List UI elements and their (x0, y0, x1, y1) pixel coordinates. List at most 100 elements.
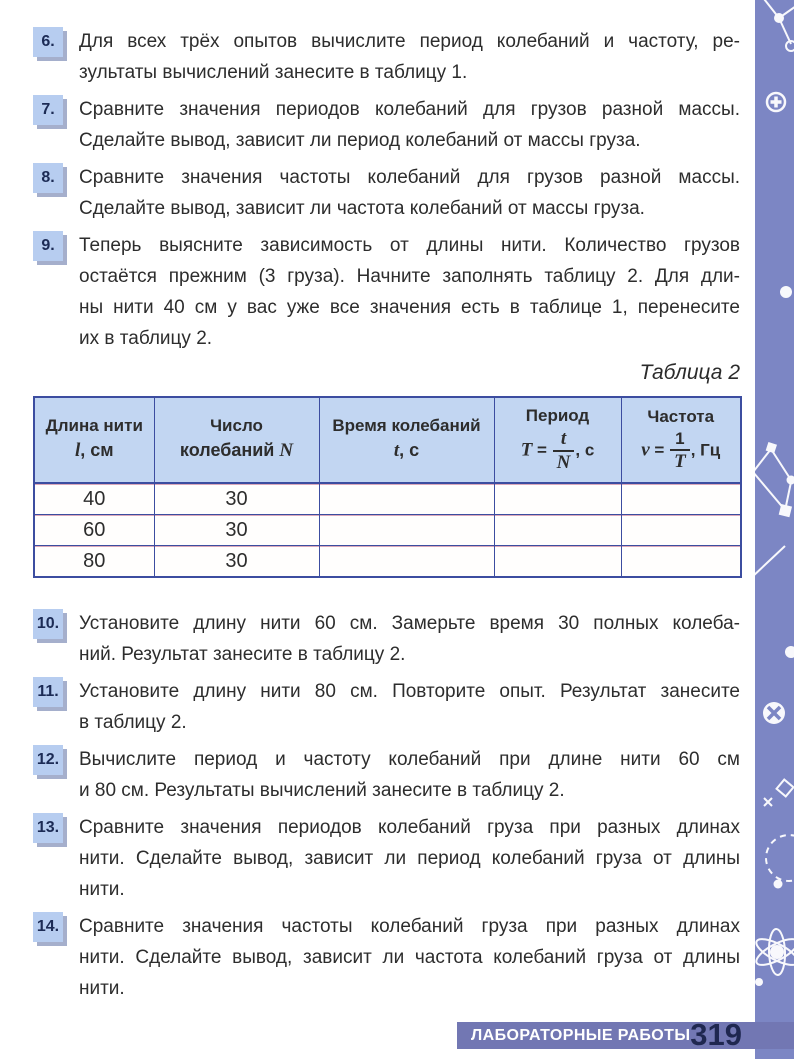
dashed-orbit-icon (765, 834, 794, 889)
table-cell: 30 (153, 513, 320, 546)
table-cell (318, 544, 495, 577)
item-text-line: их в таблицу 2. (79, 328, 213, 349)
item-text: Установите длину нити 60 см. Замерьте вр… (79, 608, 740, 670)
item-text-line: нити. Сделайте вывод, зависит ли период … (79, 847, 740, 869)
item-number-badge: 7. (33, 95, 63, 125)
item-text-line: Установите длину нити 80 см. Повторите о… (79, 680, 740, 702)
page-number: 319 (690, 1017, 742, 1052)
item-text-line: ны нити 40 см у вас уже все значения ест… (79, 297, 740, 318)
table-cell: 30 (153, 482, 320, 515)
col-header-oscillation-time: Время колебаний t, с (318, 396, 495, 484)
table-header-row: Длина нити l, см Число колебаний N Время… (33, 396, 742, 484)
instruction-item: 7. Сравните значения периодов колебаний д… (33, 94, 740, 156)
table-cell: 40 (33, 482, 155, 515)
table-cell (493, 513, 622, 546)
item-text-line: Сравните значения частоты колебаний для … (79, 167, 740, 188)
col-header-thread-length: Длина нити l, см (33, 396, 155, 484)
dot-icon (785, 646, 794, 658)
molecule-network-icon (755, 441, 794, 576)
molecule-icon (763, 0, 794, 52)
item-text: Сравните значения частоты колебаний для … (79, 162, 740, 224)
col-subtitle: колебаний N (179, 440, 294, 462)
instruction-item: 6. Для всех трёх опытов вычислите период … (33, 26, 740, 88)
item-number-badge: 6. (33, 27, 63, 57)
table-cell: 60 (33, 513, 155, 546)
item-text-line: нити. (79, 977, 125, 999)
sidebar-art (755, 0, 794, 986)
cross-circle-icon (763, 702, 785, 724)
col-title: Длина нити (45, 416, 143, 436)
item-text-line: Сравните значения периодов колебаний для… (79, 99, 740, 120)
col-header-oscillation-count: Число колебаний N (153, 396, 320, 484)
table-row: 80 30 (33, 544, 742, 577)
item-text-line: нити. (79, 878, 125, 900)
instruction-item: 9. Теперь выясните зависимость от длины н… (33, 230, 740, 354)
table-cell: 30 (153, 544, 320, 577)
item-number-badge: 11. (33, 676, 63, 707)
table-cell (318, 482, 495, 515)
table-2-wrap: Длина нити l, см Число колебаний N Время… (33, 396, 742, 578)
instruction-list-top: 6. Для всех трёх опытов вычислите период … (33, 26, 740, 354)
table-2: Длина нити l, см Число колебаний N Время… (33, 396, 742, 578)
atom-icon (755, 928, 794, 986)
instruction-item: 10. Установите длину нити 60 см. Замерьте… (33, 608, 740, 670)
instruction-item: 8. Сравните значения частоты колебаний дл… (33, 162, 740, 224)
item-text-line: Сравните значения частоты колебаний груз… (79, 915, 740, 937)
item-number-badge: 12. (33, 744, 63, 775)
instruction-list-bottom: 10. Установите длину нити 60 см. Замерьте… (33, 608, 740, 1004)
item-number-badge: 8. (33, 163, 63, 193)
col-title: Число (210, 416, 263, 436)
item-text-line: Сделайте вывод, зависит ли период колеба… (79, 130, 641, 151)
item-text: Вычислите период и частоту колебаний при… (79, 744, 740, 806)
col-subtitle: t, с (393, 440, 420, 462)
table-cell (493, 544, 622, 577)
item-text-line: Для всех трёх опытов вычислите период ко… (79, 31, 740, 52)
col-title: Период (525, 406, 590, 425)
item-text-line: Вычислите период и частоту колебаний при… (79, 748, 740, 770)
item-text-line: Установите длину нити 60 см. Замерьте вр… (79, 612, 740, 634)
col-title: Время колебаний (332, 416, 481, 436)
page-content: 6. Для всех трёх опытов вычислите период … (33, 26, 742, 1010)
item-text-line: остаётся прежним (3 груза). Начните запо… (79, 266, 740, 287)
table-caption: Таблица 2 (639, 361, 740, 384)
sidebar-decoration (755, 0, 794, 1059)
instruction-item: 12. Вычислите период и частоту колебаний … (33, 744, 740, 806)
item-text-line: зультаты вычислений занесите в таблицу 1… (79, 62, 468, 83)
table-row: 40 30 (33, 482, 742, 515)
table-cell (318, 513, 495, 546)
table-cell (493, 482, 622, 515)
col-subtitle: l, см (74, 440, 114, 462)
item-text-line: нити. Сделайте вывод, зависит ли частота… (79, 946, 740, 968)
diamond-x-icon (763, 778, 794, 807)
item-text-line: Сравните значения периодов колебаний гру… (79, 816, 740, 838)
table-cell: 80 (33, 544, 155, 577)
table-cell (620, 513, 742, 546)
table-row: 60 30 (33, 513, 742, 546)
table-cell (620, 482, 742, 515)
item-number-badge: 10. (33, 608, 63, 639)
item-text-line: Сделайте вывод, зависит ли частота колеб… (79, 198, 645, 219)
item-text: Сравните значения периодов колебаний для… (79, 94, 740, 156)
footer-bar: ЛАБОРАТОРНЫЕ РАБОТЫ 319 (457, 1018, 794, 1052)
item-text: Для всех трёх опытов вычислите период ко… (79, 26, 740, 88)
item-text: Теперь выясните зависимость от длины нит… (79, 230, 740, 354)
table-cell (620, 544, 742, 577)
instruction-item: 14. Сравните значения частоты колебаний г… (33, 911, 740, 1004)
item-number-badge: 9. (33, 231, 63, 261)
dot-icon (780, 286, 792, 298)
footer-section-label: ЛАБОРАТОРНЫЕ РАБОТЫ (471, 1027, 691, 1044)
item-number-badge: 14. (33, 911, 63, 942)
item-text-line: и 80 см. Результаты вычислений занесите … (79, 779, 565, 801)
instruction-item: 11. Установите длину нити 80 см. Повторит… (33, 676, 740, 738)
item-text-line: Теперь выясните зависимость от длины нит… (79, 235, 740, 256)
item-text: Сравните значения периодов колебаний гру… (79, 812, 740, 905)
item-text-line: ний. Результат занесите в таблицу 2. (79, 643, 406, 665)
item-number-badge: 13. (33, 812, 63, 843)
item-text: Сравните значения частоты колебаний груз… (79, 911, 740, 1004)
plus-circle-icon (765, 91, 787, 113)
col-title: Частота (647, 407, 715, 427)
